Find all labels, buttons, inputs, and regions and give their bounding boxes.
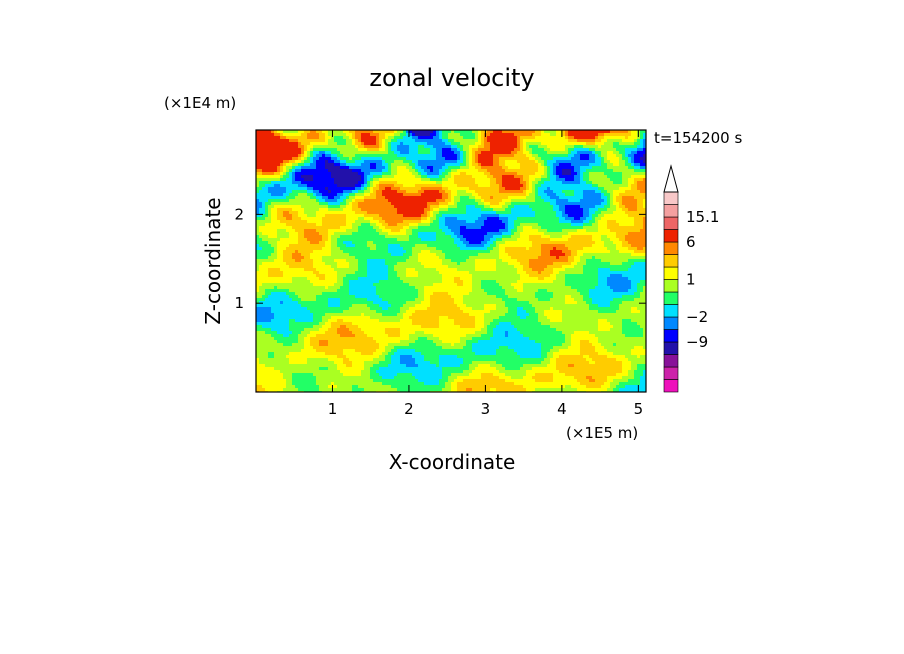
colorbar-extend-triangle	[663, 164, 679, 193]
colorbar-level-0	[663, 379, 679, 393]
colorbar-level-15	[663, 191, 679, 205]
colorbar-level-3	[663, 341, 679, 355]
colorbar: −9 −2 1 6 15.1	[663, 164, 719, 393]
colorbar-level-7	[663, 291, 679, 305]
colorbar-level-4	[663, 329, 679, 343]
y-axis-label: Z-coordinate	[201, 197, 225, 324]
colorbar-level-14	[663, 204, 679, 218]
x-tick-label-2: 3	[481, 400, 491, 418]
colorbar-label-8: 1	[686, 271, 696, 289]
colorbar-level-5	[663, 316, 679, 330]
y-tick-label-0: 1	[234, 294, 244, 312]
y-axis-ticks: 12	[234, 205, 646, 312]
colorbar-level-6	[663, 304, 679, 318]
x-tick-label-3: 4	[557, 400, 567, 418]
x-axis-ticks: 1 2 3 4 5	[328, 130, 643, 418]
x-tick-label-1: 2	[404, 400, 414, 418]
y-tick-label-1: 2	[234, 205, 244, 223]
x-tick-label-4: 5	[634, 400, 644, 418]
colorbar-level-13	[663, 216, 679, 230]
colorbar-level-10	[663, 254, 679, 268]
time-label: t=154200 s	[654, 129, 742, 147]
colorbar-level-11	[663, 241, 679, 255]
plot-frame	[255, 129, 647, 393]
colorbar-level-9	[663, 266, 679, 280]
x-tick-label-0: 1	[328, 400, 338, 418]
colorbar-level-12	[663, 229, 679, 243]
x-scale-label: (×1E5 m)	[566, 424, 638, 442]
colorbar-label-13: 15.1	[686, 208, 719, 226]
colorbar-label-3: −9	[686, 333, 708, 351]
colorbar-level-1	[663, 366, 679, 380]
colorbar-label-11: 6	[686, 233, 696, 251]
colorbar-level-8	[663, 279, 679, 293]
colorbar-level-2	[663, 354, 679, 368]
y-scale-label: (×1E4 m)	[164, 94, 236, 112]
x-axis-label: X-coordinate	[389, 450, 516, 474]
chart-title: zonal velocity	[369, 64, 534, 92]
colorbar-label-5: −2	[686, 308, 708, 326]
heatmap-field	[256, 130, 646, 392]
